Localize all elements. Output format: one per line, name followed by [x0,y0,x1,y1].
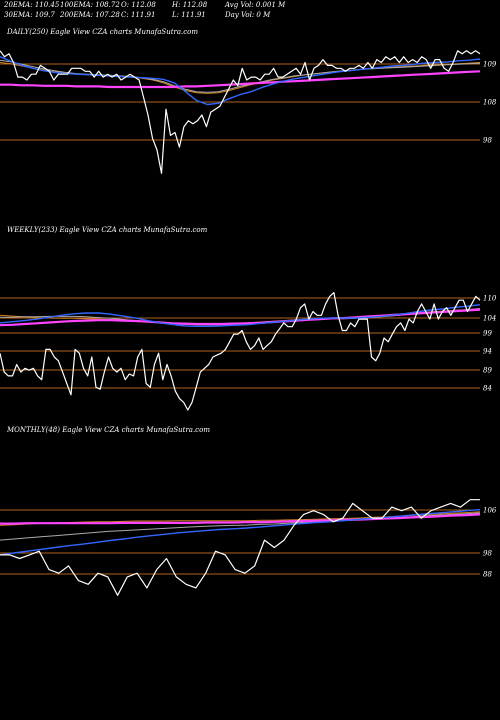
tick-label: 98 [483,550,492,558]
header-low: L: 111.91 [172,11,206,19]
tick-label: 104 [483,315,496,323]
tick-label: 106 [483,507,497,515]
tick-label: 99 [483,330,492,338]
weekly-panel-title: WEEKLY(233) Eagle View CZA charts Munafa… [7,226,208,234]
tick-label: 94 [483,348,492,356]
price-line [0,50,481,174]
price-line [0,499,480,596]
chart-panel-1: 110 104 99 94 89 84 [0,292,497,411]
tick-label: 84 [483,385,492,393]
header-high: H: 112.08 [172,1,208,9]
tick-label: 108 [483,99,497,107]
header-avg-vol: Avg Vol: 0.001 M [225,1,286,9]
header-ema20: 20EMA: 110.45 [4,1,60,9]
tick-label: 109 [483,61,497,69]
header-close: C: 111.91 [121,11,156,19]
ema-blue-line [0,508,481,556]
ema-pink-line [0,513,481,525]
monthly-panel-title: MONTHLY(48) Eagle View CZA charts Munafa… [7,426,210,434]
header-ema30: 30EMA: 109.7 [4,11,55,19]
ema-blue-line [0,304,481,327]
tick-label: 98 [483,137,492,145]
chart-panel-2: 106 98 88 [0,499,497,596]
tick-label: 110 [483,295,497,303]
chart-panel-0: 109 108 98 [0,50,497,174]
tick-label: 88 [483,571,492,579]
header-ema100: 100EMA: 108.72 [60,1,120,9]
daily-panel-title: DAILY(250) Eagle View CZA charts MunafaS… [7,28,199,36]
ema-pink-line [0,70,481,89]
tick-label: 89 [483,367,492,375]
ema-blue-line [0,56,481,106]
header-open: O: 112.08 [121,1,156,9]
header-ema200: 200EMA: 107.28 [60,11,120,19]
header-day-vol: Day Vol: 0 M [225,11,271,19]
price-line [0,292,481,411]
